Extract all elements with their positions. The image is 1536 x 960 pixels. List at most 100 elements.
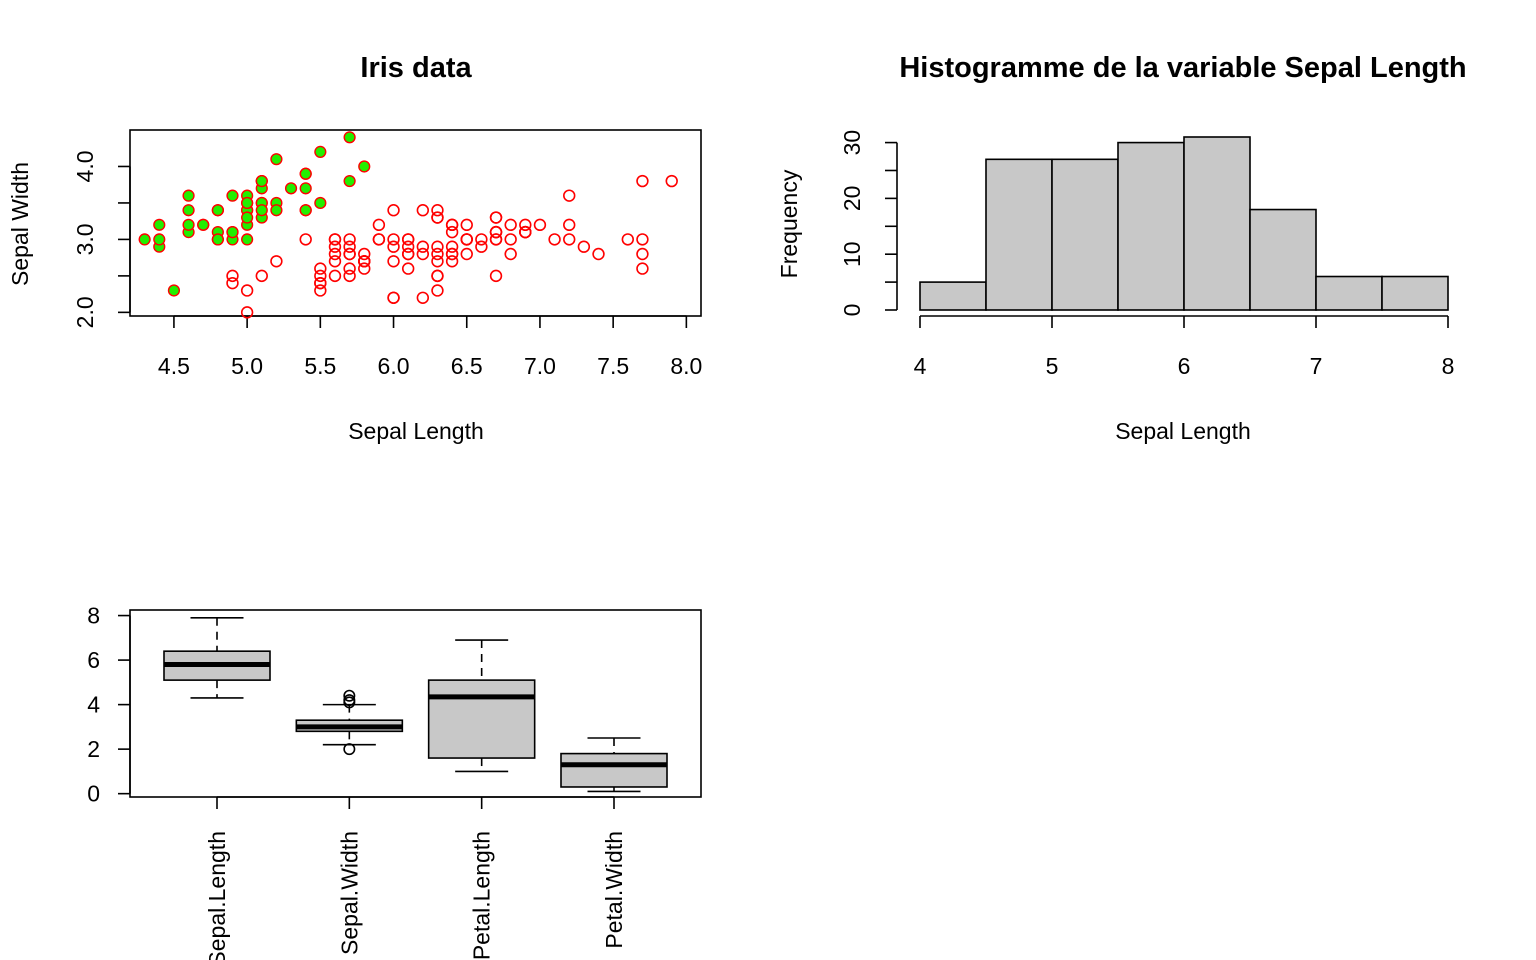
scatter-title: Iris data [360, 52, 472, 84]
scatter-point [284, 182, 298, 195]
scatter-point [372, 218, 386, 232]
scatter-point [328, 269, 342, 283]
y-tick-label: 4.0 [72, 150, 98, 182]
scatter-point [445, 218, 459, 232]
scatter-panel: Iris data Sepal Length Sepal Width 4.5 5.… [7, 52, 702, 444]
x-tick-label: 7.0 [524, 353, 556, 379]
x-tick-label: Petal.Width [601, 831, 627, 949]
scatter-point [299, 204, 312, 217]
x-tick-label: 8.0 [670, 353, 702, 379]
scatter-point [460, 218, 473, 232]
x-tick-label: Petal.Length [469, 831, 495, 960]
scatter-point [197, 218, 210, 231]
scatter-point [563, 233, 576, 246]
scatter-point [241, 233, 254, 246]
scatter-point [328, 240, 342, 253]
scatter-point [416, 240, 430, 253]
scatter-point [533, 218, 547, 232]
scatter-point [563, 218, 576, 232]
scatter-point [445, 240, 459, 253]
scatter-point [343, 240, 356, 253]
scatter-point [665, 174, 678, 188]
y-tick-label: 0 [839, 304, 865, 317]
x-tick-label: 7 [1310, 353, 1323, 379]
box-outlier [343, 743, 356, 756]
scatter-y-label: Sepal Width [7, 162, 33, 286]
scatter-point [255, 269, 268, 283]
scatter-point [270, 204, 283, 217]
scatter-point [431, 240, 444, 253]
scatter-point [328, 255, 342, 268]
scatter-point [328, 247, 342, 261]
scatter-point [489, 225, 503, 239]
y-tick-label: 30 [839, 130, 865, 156]
scatter-point [416, 247, 430, 261]
scatter-point [153, 218, 166, 231]
scatter-point [416, 291, 430, 304]
scatter-point [489, 233, 503, 246]
x-tick-label: 4.5 [158, 353, 190, 379]
scatter-point [358, 247, 371, 261]
scatter-point [592, 247, 605, 261]
x-tick-label: 6 [1178, 353, 1191, 379]
y-tick-label: 2 [87, 736, 100, 762]
x-tick-label: Sepal.Width [336, 831, 362, 955]
histogram-bar [1051, 158, 1119, 311]
box-outlier [343, 694, 356, 707]
histogram-bar [1117, 141, 1185, 311]
scatter-point [387, 291, 400, 304]
scatter-point [504, 218, 517, 232]
scatter-point [431, 269, 444, 283]
histogram-x-label: Sepal Length [1115, 418, 1251, 444]
histogram-bar [1183, 136, 1251, 311]
y-tick-label: 10 [839, 241, 865, 267]
scatter-point [636, 262, 649, 275]
scatter-point [255, 204, 268, 217]
y-tick-label: 4 [87, 692, 100, 718]
scatter-point [636, 174, 649, 188]
x-tick-label: Sepal.Length [204, 831, 230, 960]
scatter-point [299, 182, 312, 195]
scatter-point [299, 233, 312, 246]
scatter-point [445, 255, 459, 268]
scatter-point [343, 262, 356, 275]
scatter-point [328, 233, 342, 246]
histogram-bar [919, 281, 987, 311]
x-tick-label: 4 [914, 353, 927, 379]
x-tick-label: 8 [1442, 353, 1455, 379]
scatter-point [416, 204, 430, 217]
scatter-point [401, 233, 415, 246]
scatter-point [504, 247, 517, 261]
histogram-bar [1315, 275, 1383, 311]
scatter-point [226, 276, 239, 290]
box-iqr [560, 752, 668, 788]
scatter-point [387, 204, 400, 217]
y-tick-label: 20 [839, 186, 865, 212]
scatter-point [431, 284, 444, 297]
scatter-point [241, 211, 254, 224]
scatter-point [226, 226, 239, 239]
scatter-point [475, 240, 488, 253]
scatter-point [182, 218, 195, 231]
scatter-point [314, 269, 327, 283]
scatter-point [240, 306, 254, 319]
box-iqr [427, 679, 536, 759]
y-tick-label: 0 [87, 781, 100, 807]
scatter-point [401, 247, 415, 261]
scatter-point [343, 233, 356, 246]
scatter-point [504, 233, 517, 246]
scatter-point [343, 174, 356, 188]
scatter-point [270, 153, 283, 166]
x-tick-label: 5.0 [231, 353, 263, 379]
scatter-point [372, 233, 386, 246]
scatter-point [387, 233, 400, 246]
scatter-point [167, 284, 181, 297]
histogram-bar [985, 158, 1053, 311]
y-tick-label: 2.0 [72, 296, 98, 328]
histogram-bar [1381, 275, 1449, 311]
scatter-point [387, 240, 400, 253]
scatter-point [358, 160, 371, 173]
scatter-point [358, 255, 371, 268]
scatter-point [563, 189, 576, 202]
